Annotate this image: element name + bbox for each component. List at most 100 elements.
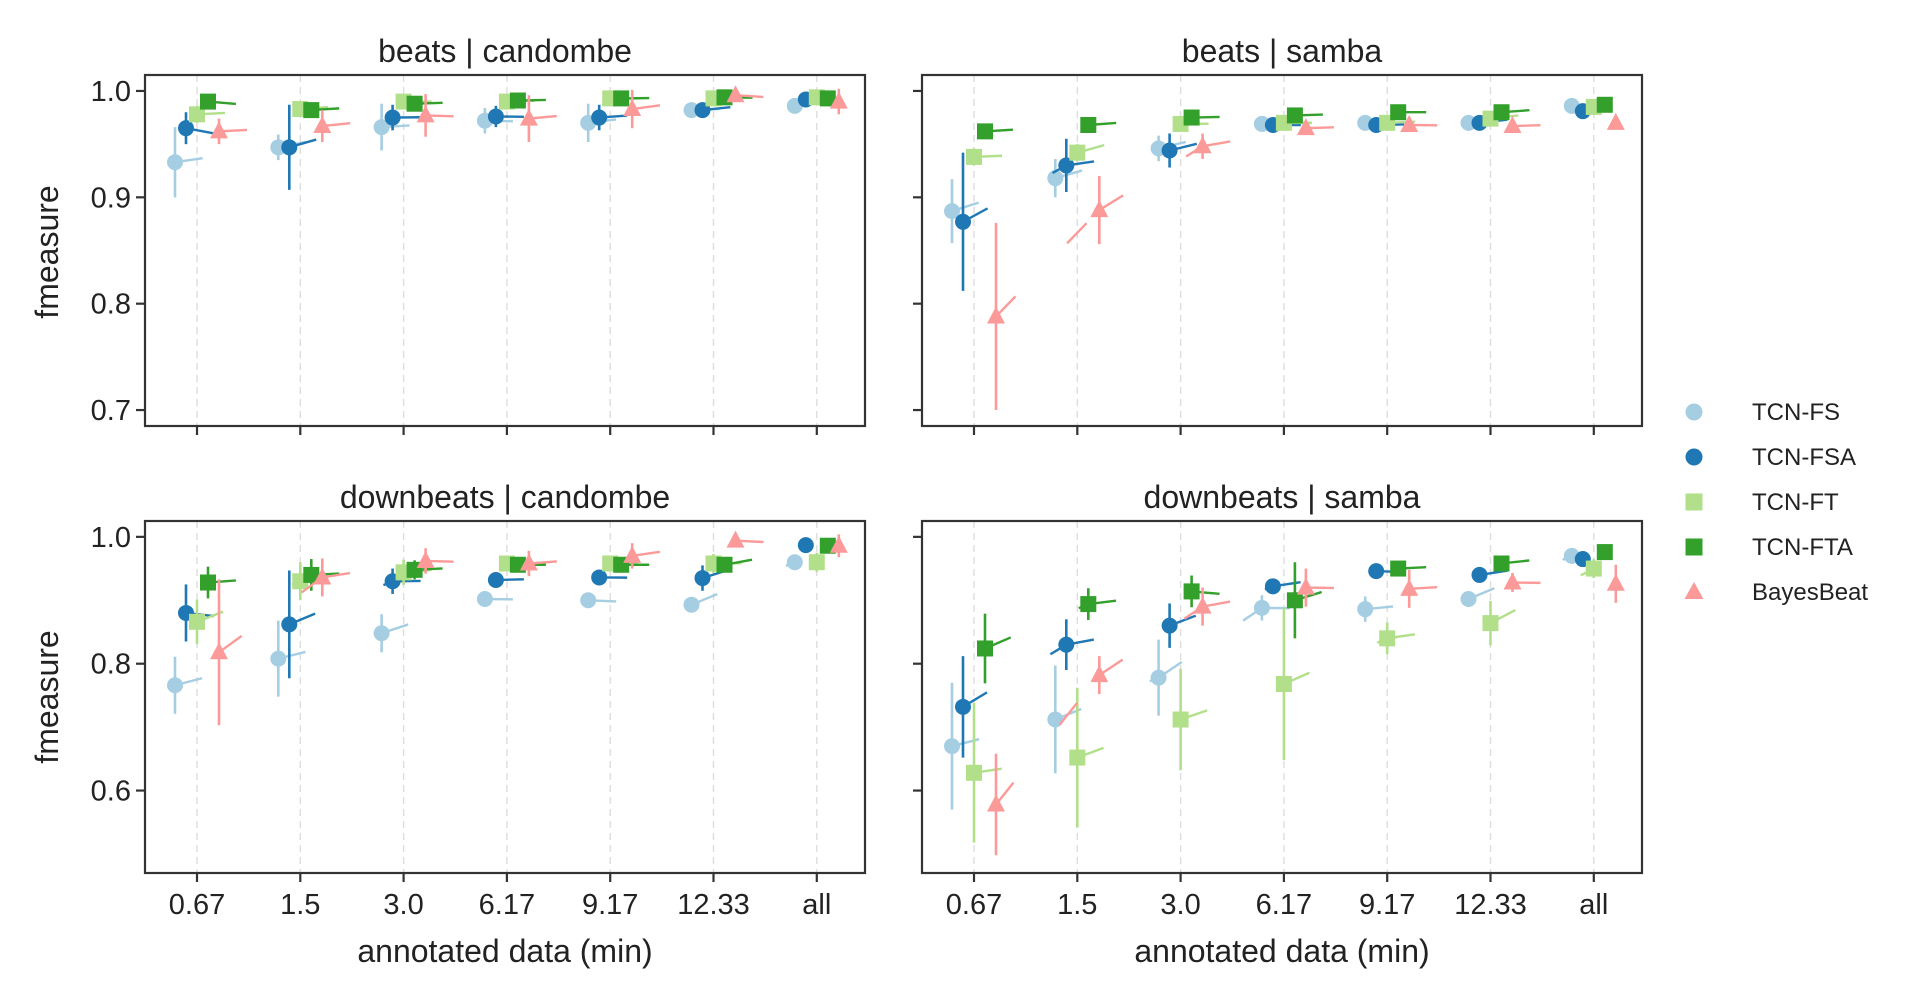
series-tcn-fsa — [178, 91, 814, 190]
series-connector — [174, 146, 279, 164]
data-point — [200, 574, 216, 591]
data-point — [1400, 114, 1419, 132]
data-point — [683, 102, 700, 119]
data-point — [1390, 104, 1407, 121]
data-point — [1080, 596, 1097, 613]
legend-marker — [1685, 493, 1703, 511]
series-connector — [218, 576, 324, 654]
panel-downbeats-candombe: downbeats | candombe 0.67 1.5 3.0 6.17 9.17 1… — [29, 479, 867, 969]
series-connector — [1180, 682, 1285, 721]
series-tcn-fsa — [955, 551, 1591, 758]
x-tick-label: 9.17 — [582, 889, 638, 921]
series-connector — [207, 100, 312, 112]
data-point — [509, 92, 526, 109]
series-connector — [1098, 145, 1204, 212]
data-point — [977, 123, 993, 140]
series-connector — [484, 597, 589, 602]
data-point — [270, 139, 287, 156]
series-connector — [392, 578, 496, 583]
series-connector — [174, 657, 279, 687]
series-connector — [1409, 123, 1513, 128]
data-point — [1058, 157, 1075, 174]
data-point — [1150, 669, 1167, 686]
data-point — [1183, 109, 1200, 126]
series-connector — [1088, 590, 1192, 606]
legend-label: TCN-FS — [1752, 399, 1840, 426]
x-tick-label: 6.17 — [479, 889, 535, 921]
data-point — [1460, 114, 1477, 131]
data-point — [384, 109, 401, 126]
data-point — [281, 616, 298, 633]
data-point — [519, 553, 538, 571]
series-connector — [528, 554, 633, 565]
series-connector — [735, 539, 839, 547]
series-connector — [1202, 586, 1307, 608]
data-point — [726, 85, 745, 103]
data-point — [1357, 601, 1374, 618]
y-tick-label: 0.7 — [91, 395, 131, 427]
y-axis-label: fmeasure — [29, 630, 65, 763]
data-point — [1069, 749, 1086, 766]
y-tick-label: 1.0 — [91, 76, 131, 108]
series-connector — [621, 96, 725, 100]
x-tick-label: 3.0 — [1160, 889, 1200, 921]
series-connector — [1066, 149, 1170, 167]
series-connector — [1409, 581, 1513, 591]
series-connector — [1387, 117, 1491, 125]
data-point — [416, 550, 435, 568]
series-connector — [702, 98, 806, 112]
legend-label: TCN-FTA — [1752, 534, 1853, 561]
data-point — [1047, 170, 1064, 187]
data-point — [210, 121, 228, 139]
panel-title: beats | samba — [1182, 33, 1383, 69]
series-tcn-ft — [966, 559, 1602, 843]
data-point — [1253, 599, 1270, 616]
data-point — [726, 530, 745, 548]
data-point — [519, 108, 538, 126]
data-point — [1379, 630, 1396, 647]
series-tcn-fsa — [178, 537, 814, 679]
data-point — [1275, 675, 1292, 692]
data-point — [623, 99, 642, 117]
series-connector — [1066, 624, 1170, 646]
data-point — [1471, 566, 1488, 583]
series-connector — [1305, 123, 1410, 130]
series-connector — [973, 151, 1078, 159]
data-point — [829, 535, 848, 553]
series-connector — [1283, 637, 1388, 686]
series-connector — [1054, 147, 1159, 180]
x-tick-label: 3.0 — [383, 889, 423, 921]
data-point — [200, 93, 216, 110]
series-connector — [1191, 114, 1295, 119]
series-tcn-fta — [977, 544, 1613, 684]
series-connector — [322, 114, 426, 128]
data-point — [944, 203, 960, 220]
data-point — [1090, 200, 1109, 218]
series-connector — [392, 115, 496, 119]
series-connector — [1501, 550, 1605, 565]
data-point — [966, 148, 982, 165]
series-connector — [1261, 606, 1366, 611]
series-connector — [1158, 122, 1263, 150]
data-point — [819, 90, 836, 107]
series-connector — [632, 539, 736, 558]
x-tick-label: all — [1579, 889, 1608, 921]
panel-downbeats-samba: downbeats | samba 0.67 1.5 3.0 6.17 9.17 12.3… — [913, 479, 1644, 969]
data-point — [977, 640, 993, 657]
series-connector — [1169, 123, 1274, 152]
x-axis-label: annotated data (min) — [1134, 933, 1429, 969]
series-tcn-fs — [167, 554, 803, 714]
data-point — [476, 591, 493, 608]
legend-item-bayesbeat: BayesBeat — [1684, 579, 1868, 606]
series-connector — [495, 115, 600, 119]
series-connector — [1398, 562, 1502, 570]
x-tick-label: 0.67 — [946, 889, 1002, 921]
series-connector — [288, 116, 393, 149]
series-connector — [1387, 621, 1491, 640]
data-point — [797, 537, 814, 554]
data-point — [1503, 572, 1522, 590]
data-point — [1400, 578, 1419, 596]
data-point — [1585, 560, 1602, 577]
series-connector — [724, 544, 829, 566]
data-point — [1183, 583, 1200, 600]
